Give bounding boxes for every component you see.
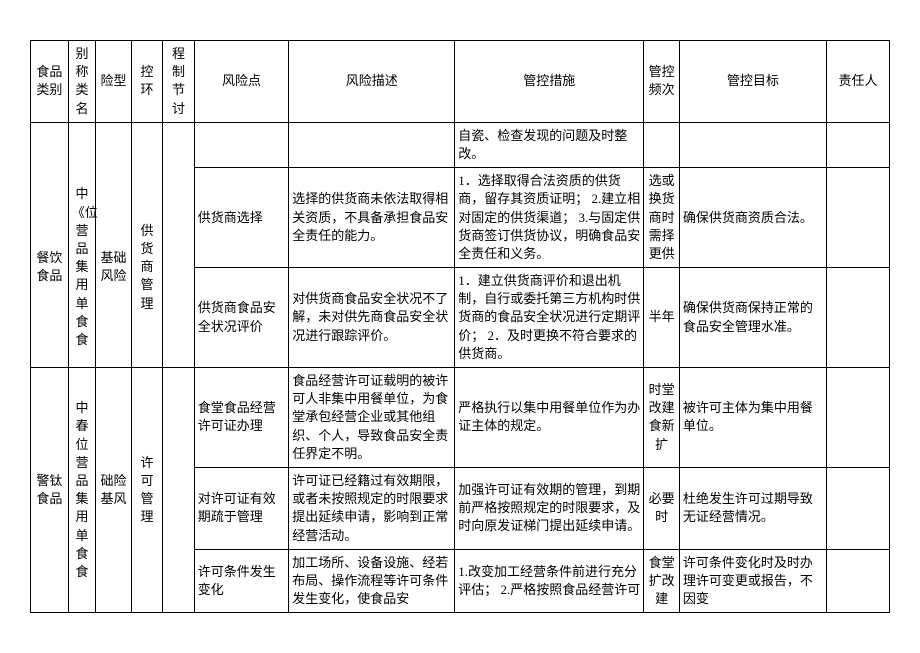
cell-risk-point: 供货商选择 (194, 168, 289, 268)
cell-owner (826, 368, 889, 468)
cell-owner (826, 549, 889, 613)
header-row: 食品类别 别称类名 险型 控环 程制节讨 风险点 风险描述 管控措施 管控频次 … (31, 41, 890, 123)
cell-measures: 加强许可证有效期的管理，到期前严格按照规定的时限要求，及时向原发证梯门提出延续申… (455, 467, 644, 549)
hdr-goal: 管控目标 (679, 41, 826, 123)
cell-measures: 1．选择取得合法资质的供货商，留存其资质证明； 2.建立相对固定的供货渠道； 3… (455, 168, 644, 268)
table-row: 餐饮食品 中《位营品集用单食食 基础风险 供货商管理 供货商选择 选择的供货商未… (31, 168, 890, 268)
cell-risk-point: 许可条件发生变化 (194, 549, 289, 613)
cell-risk-desc: 对供货商食品安全状况不了解，未对供先商食品安全状况进行跟踪评价。 (289, 268, 455, 368)
cell-measures: 严格执行以集中用餐单位作为办证主体的规定。 (455, 368, 644, 468)
cell-freq: 时堂改建食新扩 (644, 368, 680, 468)
hdr-ctrl-link: 控环 (131, 41, 163, 123)
cell-goal: 确保供货商保持正常的食品安全管理水准。 (679, 268, 826, 368)
cell-freq: 半年 (644, 268, 680, 368)
hdr-category: 食品类别 (31, 41, 69, 123)
cell-ctrl-link: 许可管理 (131, 368, 163, 613)
cell-freq: 食堂扩改建 (644, 549, 680, 613)
hdr-alias: 别称类名 (68, 41, 95, 123)
cell-freq: 必要时 (644, 467, 680, 549)
cell-goal: 被许可主体为集中用餐单位。 (679, 368, 826, 468)
risk-control-table: 食品类别 别称类名 险型 控环 程制节讨 风险点 风险描述 管控措施 管控频次 … (30, 40, 890, 613)
hdr-measures: 管控措施 (455, 41, 644, 123)
cell-risk-desc: 加工场所、设备设施、经若布局、操作流程等许可条件发生变化，使食品安 (289, 549, 455, 613)
cell-ctrl-link: 供货商管理 (131, 168, 163, 368)
cell-risk-point: 供货商食品安全状况评价 (194, 268, 289, 368)
table-row: 警钛食品 中春位营品集用单食食 础险基风 许可管理 食堂食品经营许可证办理 食品… (31, 368, 890, 468)
cell-goal: 杜绝发生许可过期导致无证经营情况。 (679, 467, 826, 549)
hdr-risk-type: 险型 (96, 41, 132, 123)
cell-risk-desc: 食品经营许可证载明的被许可人非集中用餐单位，为食堂承包经营企业或其他组织、个人，… (289, 368, 455, 468)
cell-alias: 中春位营品集用单食食 (68, 368, 95, 613)
hdr-owner: 责任人 (826, 41, 889, 123)
cell-owner (826, 268, 889, 368)
cell-risk-point: 对许可证有效期疏于管理 (194, 467, 289, 549)
cell-category: 警钛食品 (31, 368, 69, 613)
cell-owner (826, 168, 889, 268)
cell-risk-point: 食堂食品经营许可证办理 (194, 368, 289, 468)
cell-goal: 确保供货商资质合法。 (679, 168, 826, 268)
cell-risk-desc: 选择的供货商未依法取得相关资质，不具备承担食品安全责任的能力。 (289, 168, 455, 268)
cell-owner (826, 467, 889, 549)
cell-risk-desc: 许可证已经籍过有效期限，或者未按照规定的时限要求提出延续申请，影响到正常经营活动… (289, 467, 455, 549)
cell-measures: 自瓷、检查发现的问题及时整改。 (455, 122, 644, 167)
cell-risk-type: 基础风险 (96, 168, 132, 368)
cell-freq: 选或换货商时需择更供 (644, 168, 680, 268)
cell-goal: 许可条件变化时及时办理许可变更或报告，不因变 (679, 549, 826, 613)
cell-category: 餐饮食品 (31, 168, 69, 368)
hdr-risk-point: 风险点 (194, 41, 289, 123)
hdr-freq: 管控频次 (644, 41, 680, 123)
hdr-risk-desc: 风险描述 (289, 41, 455, 123)
cell-alias: 中《位营品集用单食食 (68, 168, 95, 368)
table-row: 自瓷、检查发现的问题及时整改。 (31, 122, 890, 167)
cell-measures: 1.改变加工经营条件前进行充分评估； 2.严格按照食品经营许可 (455, 549, 644, 613)
hdr-proc: 程制节讨 (163, 41, 195, 123)
cell-measures: 1．建立供货商评价和退出机制，自行或委托第三方机构时供货商的食品安全状况进行定期… (455, 268, 644, 368)
cell-risk-type: 础险基风 (96, 368, 132, 613)
